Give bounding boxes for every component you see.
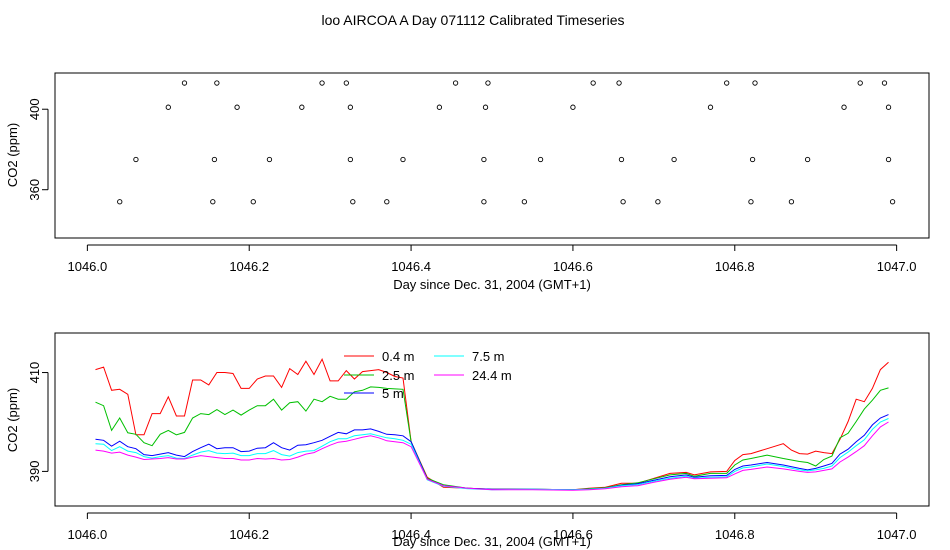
- legend-label: 24.4 m: [472, 368, 512, 383]
- panel-2-co2-timeseries: 1046.0 1046.2 1046.4 1046.6 1046.8 1047.0 390…: [5, 332, 930, 549]
- data-point: [618, 156, 625, 163]
- panel-2-frame: [54, 332, 930, 507]
- data-point: [590, 80, 596, 86]
- data-point: [841, 104, 847, 110]
- panel-1-y-axis-label: CO2 (ppm): [5, 123, 20, 187]
- x-tick-label: 1046.4: [391, 527, 431, 542]
- y-tick-label: 410: [27, 362, 42, 384]
- data-point: [319, 80, 325, 86]
- legend-label: 0.4 m: [382, 349, 415, 364]
- x-tick-label: 1046.0: [67, 527, 107, 542]
- data-point: [749, 156, 756, 163]
- figure-title: loo AIRCOA A Day 071112 Calibrated Times…: [322, 12, 625, 28]
- data-point: [570, 104, 576, 110]
- x-tick-label: 1046.2: [229, 259, 269, 274]
- y-tick-label: 400: [27, 98, 42, 120]
- data-point: [181, 80, 188, 86]
- x-tick-label: 1046.8: [715, 259, 755, 274]
- x-tick-label: 1047.0: [877, 527, 917, 542]
- data-point: [481, 156, 487, 163]
- x-tick-label: 1046.2: [229, 527, 269, 542]
- y-tick-label: 390: [27, 461, 42, 483]
- legend-label: 2.5 m: [382, 368, 415, 383]
- data-point: [400, 156, 406, 163]
- data-point: [788, 199, 795, 205]
- data-point: [521, 199, 528, 205]
- data-point: [885, 156, 892, 163]
- data-point: [266, 156, 273, 163]
- data-point: [537, 156, 544, 163]
- legend-label: 7.5 m: [472, 349, 505, 364]
- x-tick-label: 1046.6: [553, 527, 593, 542]
- data-point: [214, 80, 220, 86]
- series-line: [95, 357, 889, 491]
- data-point: [210, 199, 216, 205]
- data-point: [655, 199, 661, 205]
- data-point: [724, 80, 730, 86]
- data-point: [482, 104, 489, 110]
- panel-1-levels-scatter: 1046.0 1046.2 1046.4 1046.6 1046.8 1047.0 360…: [5, 72, 930, 292]
- data-point: [347, 156, 354, 163]
- y-tick-label: 360: [27, 179, 42, 201]
- data-point: [384, 199, 390, 205]
- data-point: [616, 80, 622, 86]
- panel-1-x-axis-label: Day since Dec. 31, 2004 (GMT+1): [393, 277, 591, 292]
- x-tick-label: 1046.8: [715, 527, 755, 542]
- data-point: [436, 104, 443, 110]
- data-point: [748, 199, 754, 205]
- data-point: [343, 80, 349, 86]
- data-point: [804, 156, 811, 163]
- panel-2-y-axis: 390 410: [27, 362, 49, 483]
- series-line: [95, 386, 889, 491]
- data-point: [752, 80, 758, 86]
- data-point: [165, 104, 171, 110]
- x-tick-label: 1046.0: [67, 259, 107, 274]
- data-point: [881, 80, 888, 86]
- data-point: [299, 104, 305, 110]
- data-point: [889, 199, 896, 205]
- data-point: [211, 156, 218, 163]
- data-point: [857, 80, 863, 86]
- data-point: [707, 104, 714, 110]
- data-point: [452, 80, 459, 86]
- data-point: [481, 199, 487, 205]
- panel-2-x-axis-label: Day since Dec. 31, 2004 (GMT+1): [393, 534, 591, 549]
- legend-label: 5 m: [382, 386, 404, 401]
- panel-2-series-lines: [95, 357, 889, 491]
- panel-2-y-axis-label: CO2 (ppm): [5, 388, 20, 452]
- panel-2-x-axis: 1046.0 1046.2 1046.4 1046.6 1046.8 1047.0: [67, 512, 917, 542]
- series-line: [95, 421, 889, 491]
- data-point: [885, 104, 892, 110]
- panel-1-x-axis: 1046.0 1046.2 1046.4 1046.6 1046.8 1047.0: [67, 244, 917, 274]
- data-point: [671, 156, 677, 163]
- data-point: [347, 104, 354, 110]
- data-point: [234, 104, 240, 110]
- panel-1-points: [117, 80, 896, 205]
- series-line: [95, 418, 889, 491]
- panel-2-legend: 0.4 m 2.5 m 5 m 7.5 m 24.4 m: [344, 349, 512, 401]
- panel-1-y-axis: 360 400: [27, 98, 49, 201]
- x-tick-label: 1046.4: [391, 259, 431, 274]
- data-point: [350, 199, 356, 205]
- series-line: [95, 414, 889, 491]
- x-tick-label: 1047.0: [877, 259, 917, 274]
- data-point: [133, 156, 139, 163]
- data-point: [485, 80, 491, 86]
- panel-1-frame: [54, 72, 930, 239]
- data-point: [250, 199, 256, 205]
- x-tick-label: 1046.6: [553, 259, 593, 274]
- data-point: [117, 199, 123, 205]
- data-point: [620, 199, 626, 205]
